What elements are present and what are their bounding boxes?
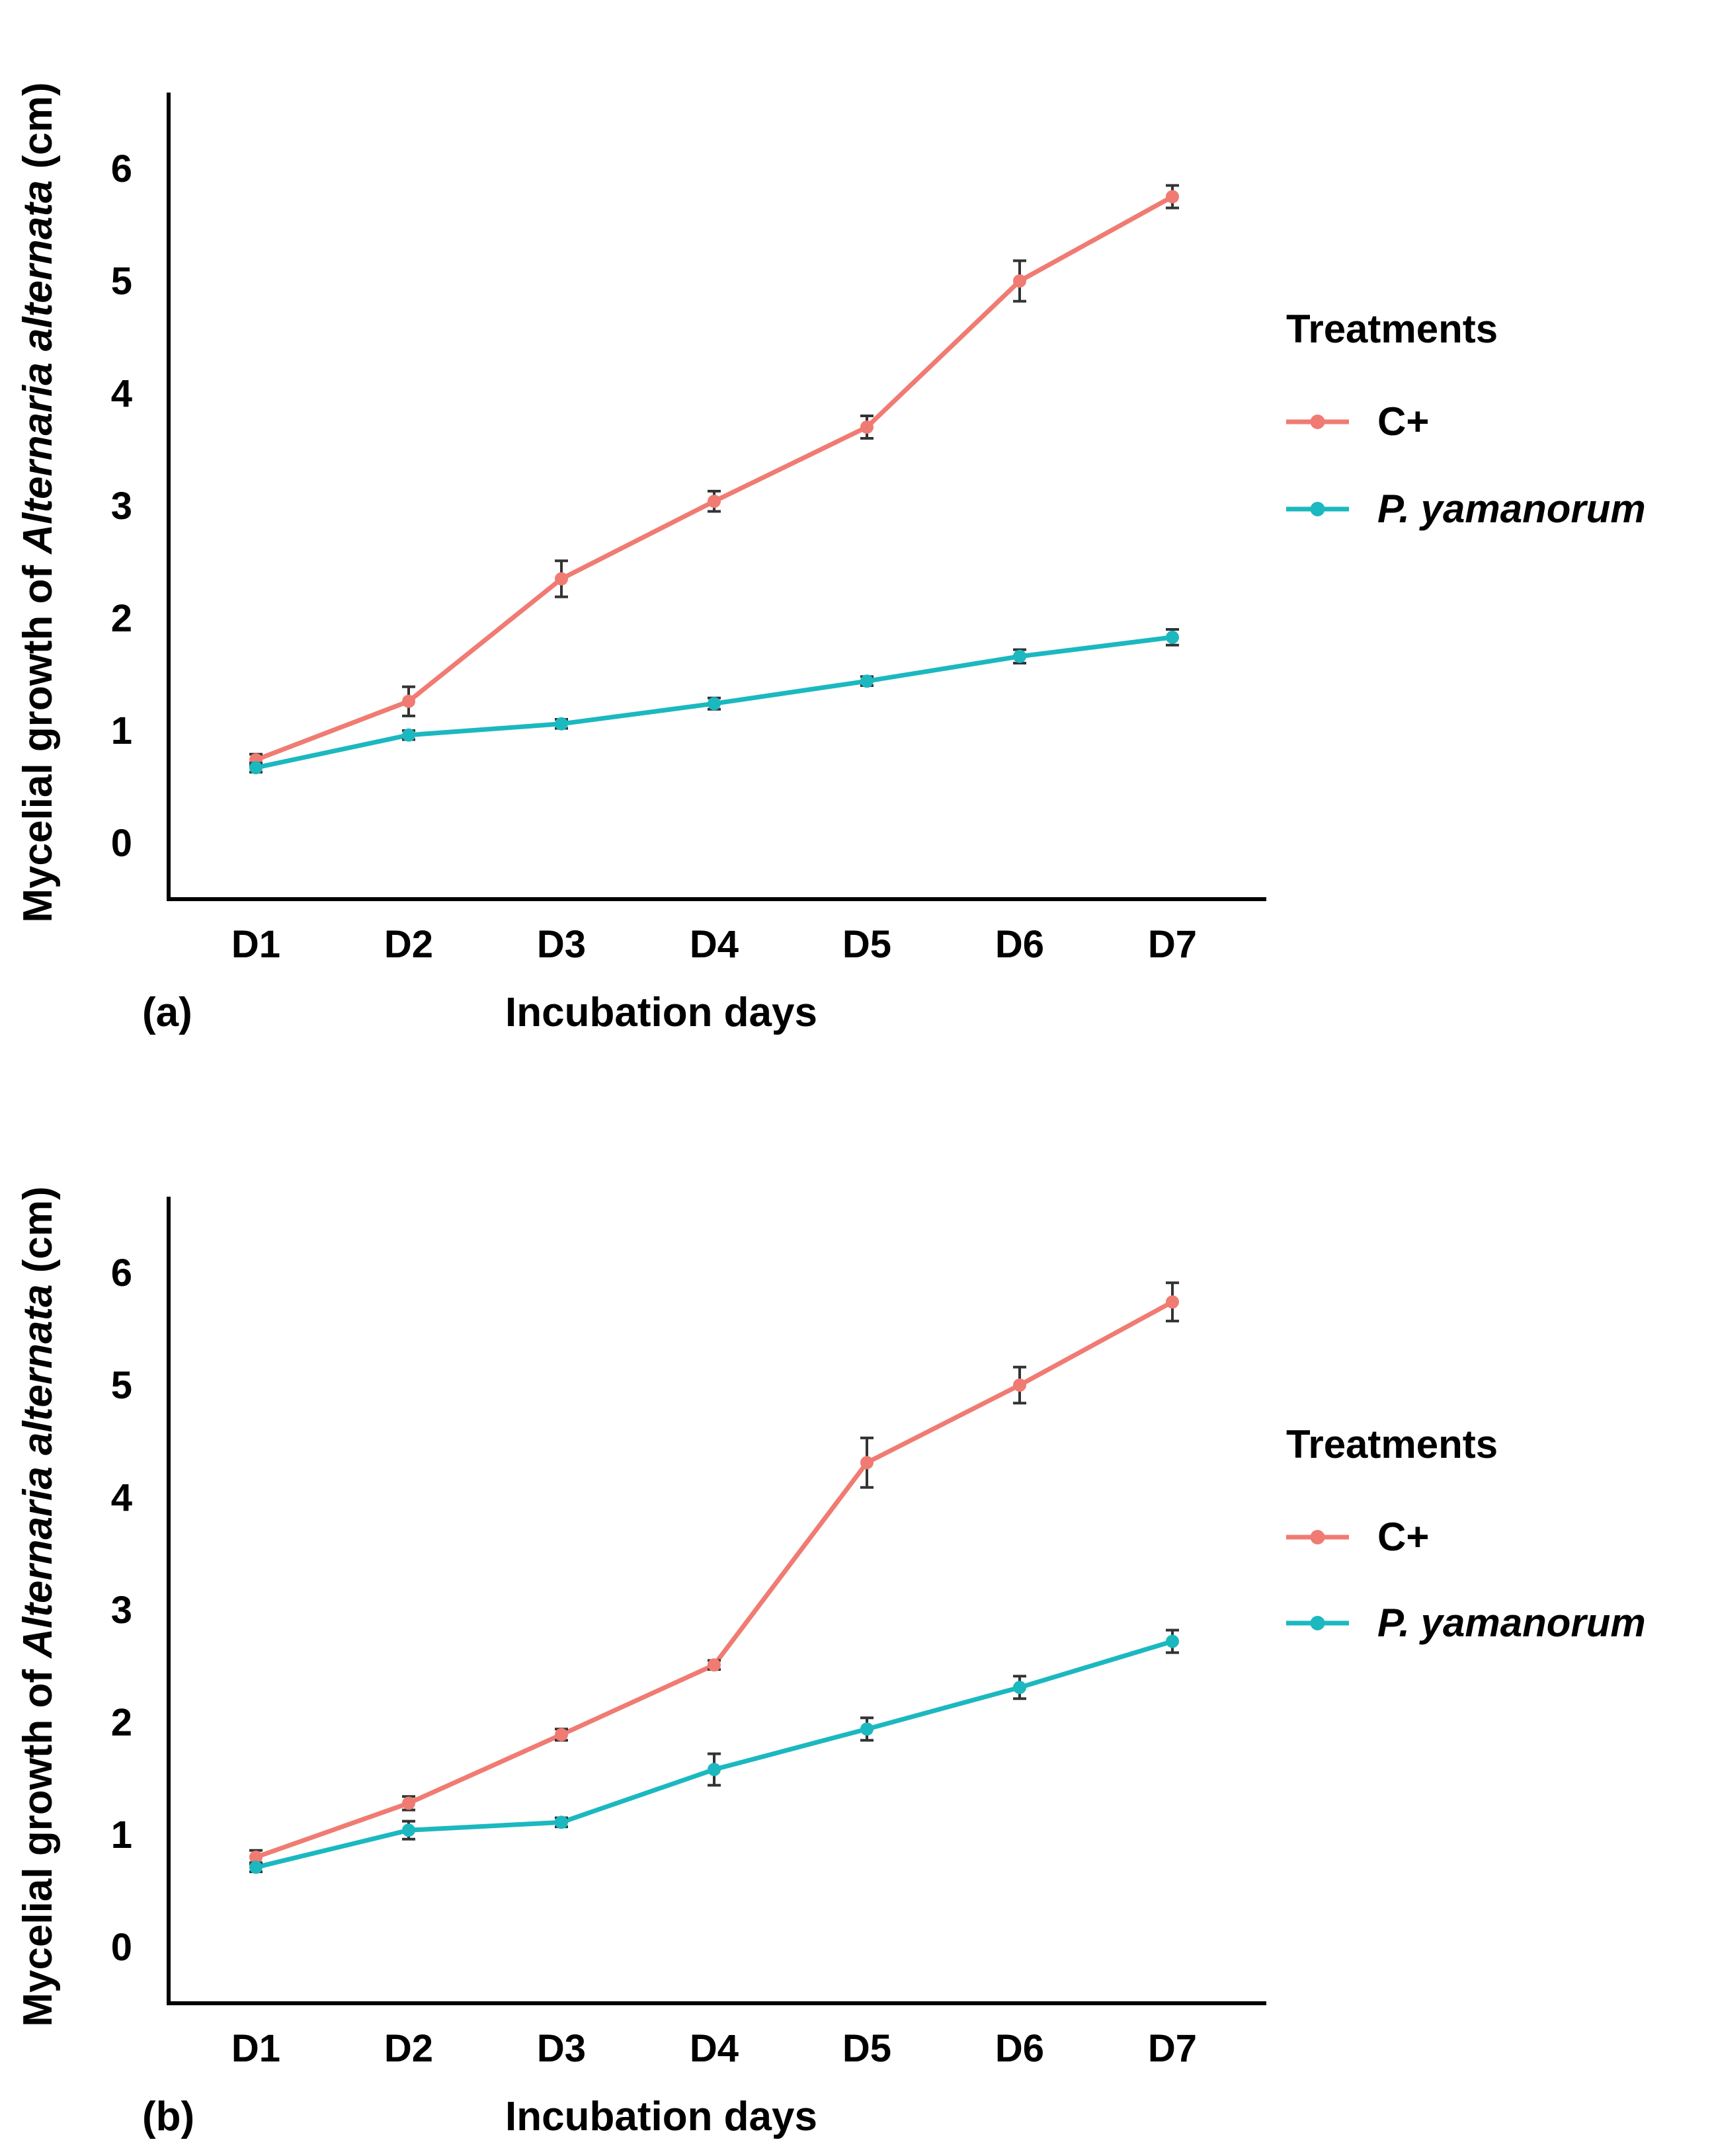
- y-tick-label: 6: [111, 1252, 132, 1295]
- legend-label-p-yamanorum: P. yamanorum: [1377, 487, 1646, 531]
- legend-label-control: C+: [1377, 399, 1429, 444]
- y-tick-label: 5: [111, 1364, 132, 1407]
- x-tick-label: D4: [690, 2027, 739, 2070]
- y-axis-title-prefix: Mycelial growth of: [15, 1658, 61, 2027]
- x-tick-label: D3: [537, 2027, 586, 2070]
- series-control-point: [708, 1658, 721, 1672]
- x-tick-label: D1: [231, 2027, 280, 2070]
- series-p-yamanorum-point: [555, 717, 568, 731]
- y-tick-label: 2: [111, 1701, 132, 1744]
- x-tick-label: D5: [842, 2027, 891, 2070]
- series-p-yamanorum-point: [1166, 1634, 1179, 1648]
- y-tick-label: 5: [111, 260, 132, 303]
- chart-panel-b: 0 1 2 3 4 5 6 D1 D2 D3 D4 D5 D6 D7 Incubation days Myce…: [15, 1186, 1646, 2139]
- series-p-yamanorum-point: [1013, 649, 1026, 663]
- series-control-point: [555, 572, 568, 586]
- y-axis-title-species: Alternaria alternata: [15, 1284, 61, 1659]
- y-tick-label: 4: [111, 1476, 132, 1519]
- series-control-point: [555, 1728, 568, 1741]
- x-tick-label: D6: [995, 2027, 1044, 2070]
- y-tick-label: 6: [111, 147, 132, 190]
- x-axis-title: Incubation days: [505, 990, 817, 1035]
- x-tick-label: D6: [995, 923, 1044, 966]
- series-control-point: [708, 495, 721, 508]
- series-p-yamanorum-point: [249, 1860, 263, 1874]
- x-tick-label: D2: [384, 2027, 433, 2070]
- y-tick-label: 0: [111, 1926, 132, 1969]
- y-tick-label: 0: [111, 822, 132, 865]
- series-control-point: [1166, 1295, 1179, 1309]
- x-axis-title: Incubation days: [505, 2094, 817, 2139]
- y-axis-title: Mycelial growth of Alternaria alternata …: [15, 1186, 61, 2026]
- series-control-point: [249, 1851, 263, 1864]
- series-control-point: [1166, 190, 1179, 204]
- series-p-yamanorum-point: [708, 697, 721, 711]
- series-p-yamanorum-point: [249, 761, 263, 775]
- x-tick-label: D5: [842, 923, 891, 966]
- legend-marker-p-yamanorum: [1310, 1616, 1325, 1630]
- series-control-point: [1013, 1378, 1026, 1392]
- series-p-yamanorum-point: [402, 1823, 415, 1837]
- y-tick-label: 3: [111, 485, 132, 528]
- legend-label-control: C+: [1377, 1515, 1429, 1559]
- legend-title: Treatments: [1286, 307, 1498, 351]
- y-axis-title: Mycelial growth of Alternaria alternata …: [15, 82, 61, 922]
- chart-panel-a: 0 1 2 3 4 5 6 D1 D2 D3 D4 D5 D6 D7 Incubation days Myce…: [15, 82, 1646, 1035]
- series-p-yamanorum-point: [860, 674, 874, 688]
- x-tick-label: D4: [690, 923, 739, 966]
- legend-marker-control: [1310, 415, 1325, 429]
- y-tick-label: 3: [111, 1589, 132, 1632]
- y-axis-title-unit: (cm): [15, 1186, 61, 1284]
- series-control-point: [1013, 274, 1026, 288]
- series-control-point: [860, 420, 874, 434]
- legend-marker-control: [1310, 1530, 1325, 1544]
- series-control-point: [860, 1456, 874, 1470]
- y-axis-title-prefix: Mycelial growth of: [15, 554, 61, 923]
- x-tick-label: D7: [1148, 2027, 1197, 2070]
- series-p-yamanorum-point: [555, 1816, 568, 1829]
- x-tick-label: D2: [384, 923, 433, 966]
- legend-label-p-yamanorum: P. yamanorum: [1377, 1601, 1646, 1645]
- y-tick-label: 2: [111, 597, 132, 640]
- series-p-yamanorum-point: [1013, 1681, 1026, 1695]
- series-p-yamanorum-point: [402, 728, 415, 742]
- legend-marker-p-yamanorum: [1310, 502, 1325, 516]
- y-tick-label: 4: [111, 372, 132, 415]
- y-axis-title-species: Alternaria alternata: [15, 180, 61, 555]
- x-tick-label: D1: [231, 923, 280, 966]
- legend-title: Treatments: [1286, 1422, 1498, 1466]
- series-p-yamanorum-point: [708, 1763, 721, 1777]
- y-axis-title-unit: (cm): [15, 82, 61, 180]
- y-tick-label: 1: [111, 1814, 132, 1857]
- series-control-point: [402, 694, 415, 708]
- series-control-point: [402, 1796, 415, 1810]
- series-p-yamanorum-point: [1166, 630, 1179, 644]
- x-tick-label: D7: [1148, 923, 1197, 966]
- y-tick-label: 1: [111, 709, 132, 752]
- x-tick-label: D3: [537, 923, 586, 966]
- panel-label: (a): [142, 990, 192, 1035]
- panel-label: (b): [142, 2094, 194, 2139]
- series-control-line: [253, 194, 1175, 762]
- series-p-yamanorum-point: [860, 1722, 874, 1736]
